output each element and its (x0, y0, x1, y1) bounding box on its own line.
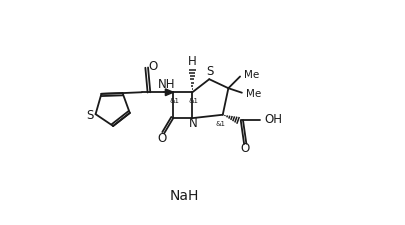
Text: OH: OH (265, 113, 283, 126)
Text: O: O (158, 132, 166, 145)
Text: &1: &1 (169, 98, 179, 104)
Polygon shape (165, 89, 173, 96)
Text: &1: &1 (189, 98, 199, 104)
Text: NH: NH (158, 78, 176, 91)
Text: Me: Me (244, 70, 259, 80)
Text: O: O (148, 60, 158, 73)
Text: S: S (86, 109, 94, 122)
Text: S: S (206, 65, 213, 78)
Text: Me: Me (246, 89, 261, 99)
Text: NaH: NaH (170, 189, 199, 203)
Text: H: H (188, 55, 197, 68)
Text: N: N (189, 117, 198, 130)
Text: &1: &1 (216, 121, 226, 127)
Text: O: O (240, 142, 249, 155)
